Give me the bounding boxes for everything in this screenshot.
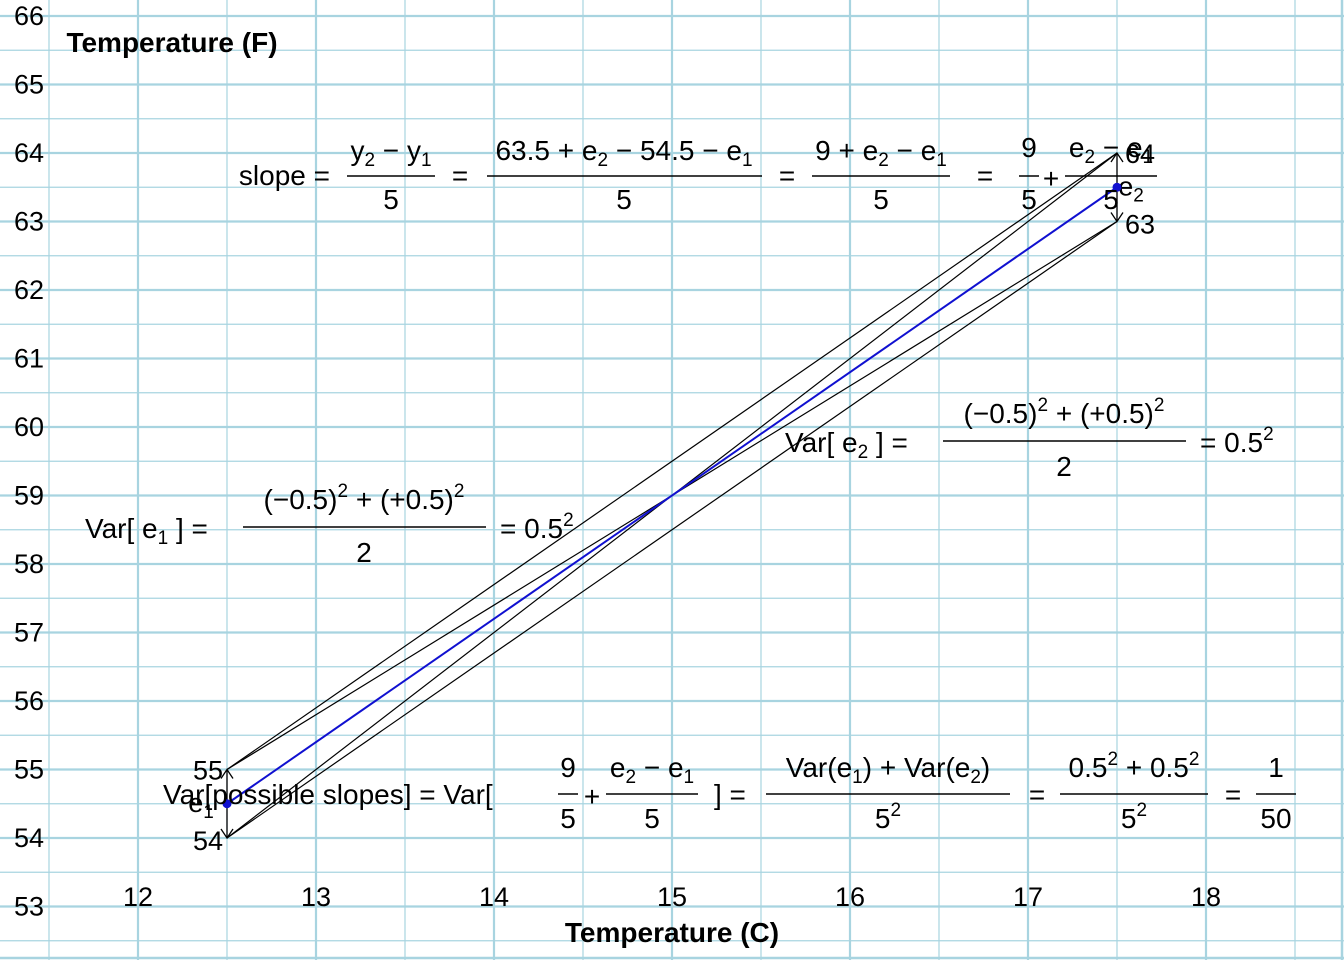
error-bar-high-label: 64	[1125, 139, 1155, 169]
slope-frac5-den: 5	[1103, 184, 1119, 215]
x-tick-label: 16	[835, 882, 865, 912]
y-tick-label: 57	[14, 618, 44, 648]
slope-frac1-den: 5	[383, 184, 399, 215]
slope-frac5-num: e2 − e1	[1069, 132, 1153, 168]
x-tick-label: 14	[479, 882, 509, 912]
error-bar-low-label: 63	[1125, 210, 1155, 240]
var-slopes-frac2-num: e2 − e1	[610, 752, 694, 788]
var-slopes-frac1-den: 5	[560, 803, 576, 834]
y-axis-title: Temperature (F)	[66, 27, 277, 58]
tick-labels: 12 13 14 15 16 17 1853545556575859606162636465…	[14, 1, 1221, 922]
error-label: e2	[1118, 171, 1144, 206]
y-tick-label: 64	[14, 138, 44, 168]
var-slopes-lhs: Var[possible slopes] = Var[	[163, 779, 493, 810]
var-e2-equation: Var[ e2 ] = (−0.5)2 + (+0.5)2 2 = 0.52	[785, 395, 1274, 482]
slope-eq3: =	[977, 160, 993, 191]
var-e2-rhs: = 0.52	[1200, 424, 1274, 458]
slope-frac2-num: 63.5 + e2 − 54.5 − e1	[495, 135, 752, 171]
data-point	[222, 799, 232, 809]
y-tick-label: 61	[14, 344, 44, 374]
x-tick-label: 12	[123, 882, 153, 912]
error-bar-arrow-up	[1110, 151, 1124, 163]
var-slopes-eq2: =	[1225, 779, 1241, 810]
slope-frac4-num: 9	[1021, 132, 1037, 163]
fit-line	[226, 186, 1118, 805]
x-tick-label: 17	[1013, 882, 1043, 912]
x-tick-label: 15	[657, 882, 687, 912]
var-slopes-frac3-num: Var(e1) + Var(e2)	[786, 752, 991, 788]
data-point	[1112, 182, 1122, 192]
slope-eq1: =	[452, 160, 468, 191]
var-slopes-equation: Var[possible slopes] = Var[ 9 5 + e2 − e…	[163, 749, 1296, 834]
y-tick-label: 59	[14, 481, 44, 511]
y-tick-label: 63	[14, 207, 44, 237]
var-slopes-close: ] =	[714, 779, 746, 810]
envelope-line	[226, 221, 1118, 839]
slope-frac3-num: 9 + e2 − e1	[815, 135, 947, 171]
var-slopes-frac4-num: 0.52 + 0.52	[1069, 749, 1200, 783]
var-e1-den: 2	[356, 537, 372, 568]
var-e1-rhs: = 0.52	[500, 510, 574, 544]
var-slopes-eq1: =	[1029, 779, 1045, 810]
var-slopes-frac4-den: 52	[1121, 800, 1147, 834]
slope-frac3-den: 5	[873, 184, 889, 215]
x-axis-title: Temperature (C)	[565, 917, 779, 948]
envelope-line	[226, 152, 1118, 770]
slope-plus: +	[1043, 163, 1059, 194]
var-slopes-frac1-num: 9	[560, 752, 576, 783]
var-e2-den: 2	[1056, 451, 1072, 482]
error-bar-arrow-up	[220, 768, 234, 779]
error-label: e1	[188, 788, 214, 823]
y-tick-label: 66	[14, 1, 44, 31]
slope-frac1-num: y2 − y1	[350, 135, 431, 171]
y-tick-label: 62	[14, 275, 44, 305]
var-slopes-frac3-den: 52	[875, 800, 901, 834]
y-tick-label: 56	[14, 686, 44, 716]
slope-eq2: =	[779, 160, 795, 191]
x-tick-label: 18	[1191, 882, 1221, 912]
var-e2-num: (−0.5)2 + (+0.5)2	[964, 395, 1165, 429]
y-tick-label: 60	[14, 412, 44, 442]
var-slopes-frac2-den: 5	[644, 803, 660, 834]
y-tick-label: 58	[14, 549, 44, 579]
error-bar-arrow-down	[1110, 212, 1124, 223]
y-tick-label: 55	[14, 755, 44, 785]
var-e1-equation: Var[ e1 ] = (−0.5)2 + (+0.5)2 2 = 0.52	[85, 481, 574, 568]
error-bar-low-label: 54	[193, 826, 223, 856]
x-tick-label: 13	[301, 882, 331, 912]
var-e1-lhs: Var[ e1 ] =	[85, 513, 208, 549]
var-e1-num: (−0.5)2 + (+0.5)2	[264, 481, 465, 515]
slope-lines	[226, 152, 1118, 839]
y-tick-label: 53	[14, 892, 44, 922]
y-tick-label: 54	[14, 823, 44, 853]
slope-lhs: slope =	[239, 160, 330, 191]
var-e2-lhs: Var[ e2 ] =	[785, 427, 908, 463]
error-bar-arrow-down	[220, 828, 234, 840]
var-slopes-plus: +	[584, 781, 600, 812]
y-tick-label: 65	[14, 70, 44, 100]
var-slopes-frac5-num: 1	[1268, 752, 1284, 783]
error-bar-high-label: 55	[193, 756, 223, 786]
slope-equation: slope = y2 − y1 5 = 63.5 + e2 − 54.5 − e…	[239, 132, 1157, 215]
var-slopes-frac5-den: 50	[1260, 803, 1291, 834]
slope-frac4-den: 5	[1021, 184, 1037, 215]
slope-frac2-den: 5	[616, 184, 632, 215]
